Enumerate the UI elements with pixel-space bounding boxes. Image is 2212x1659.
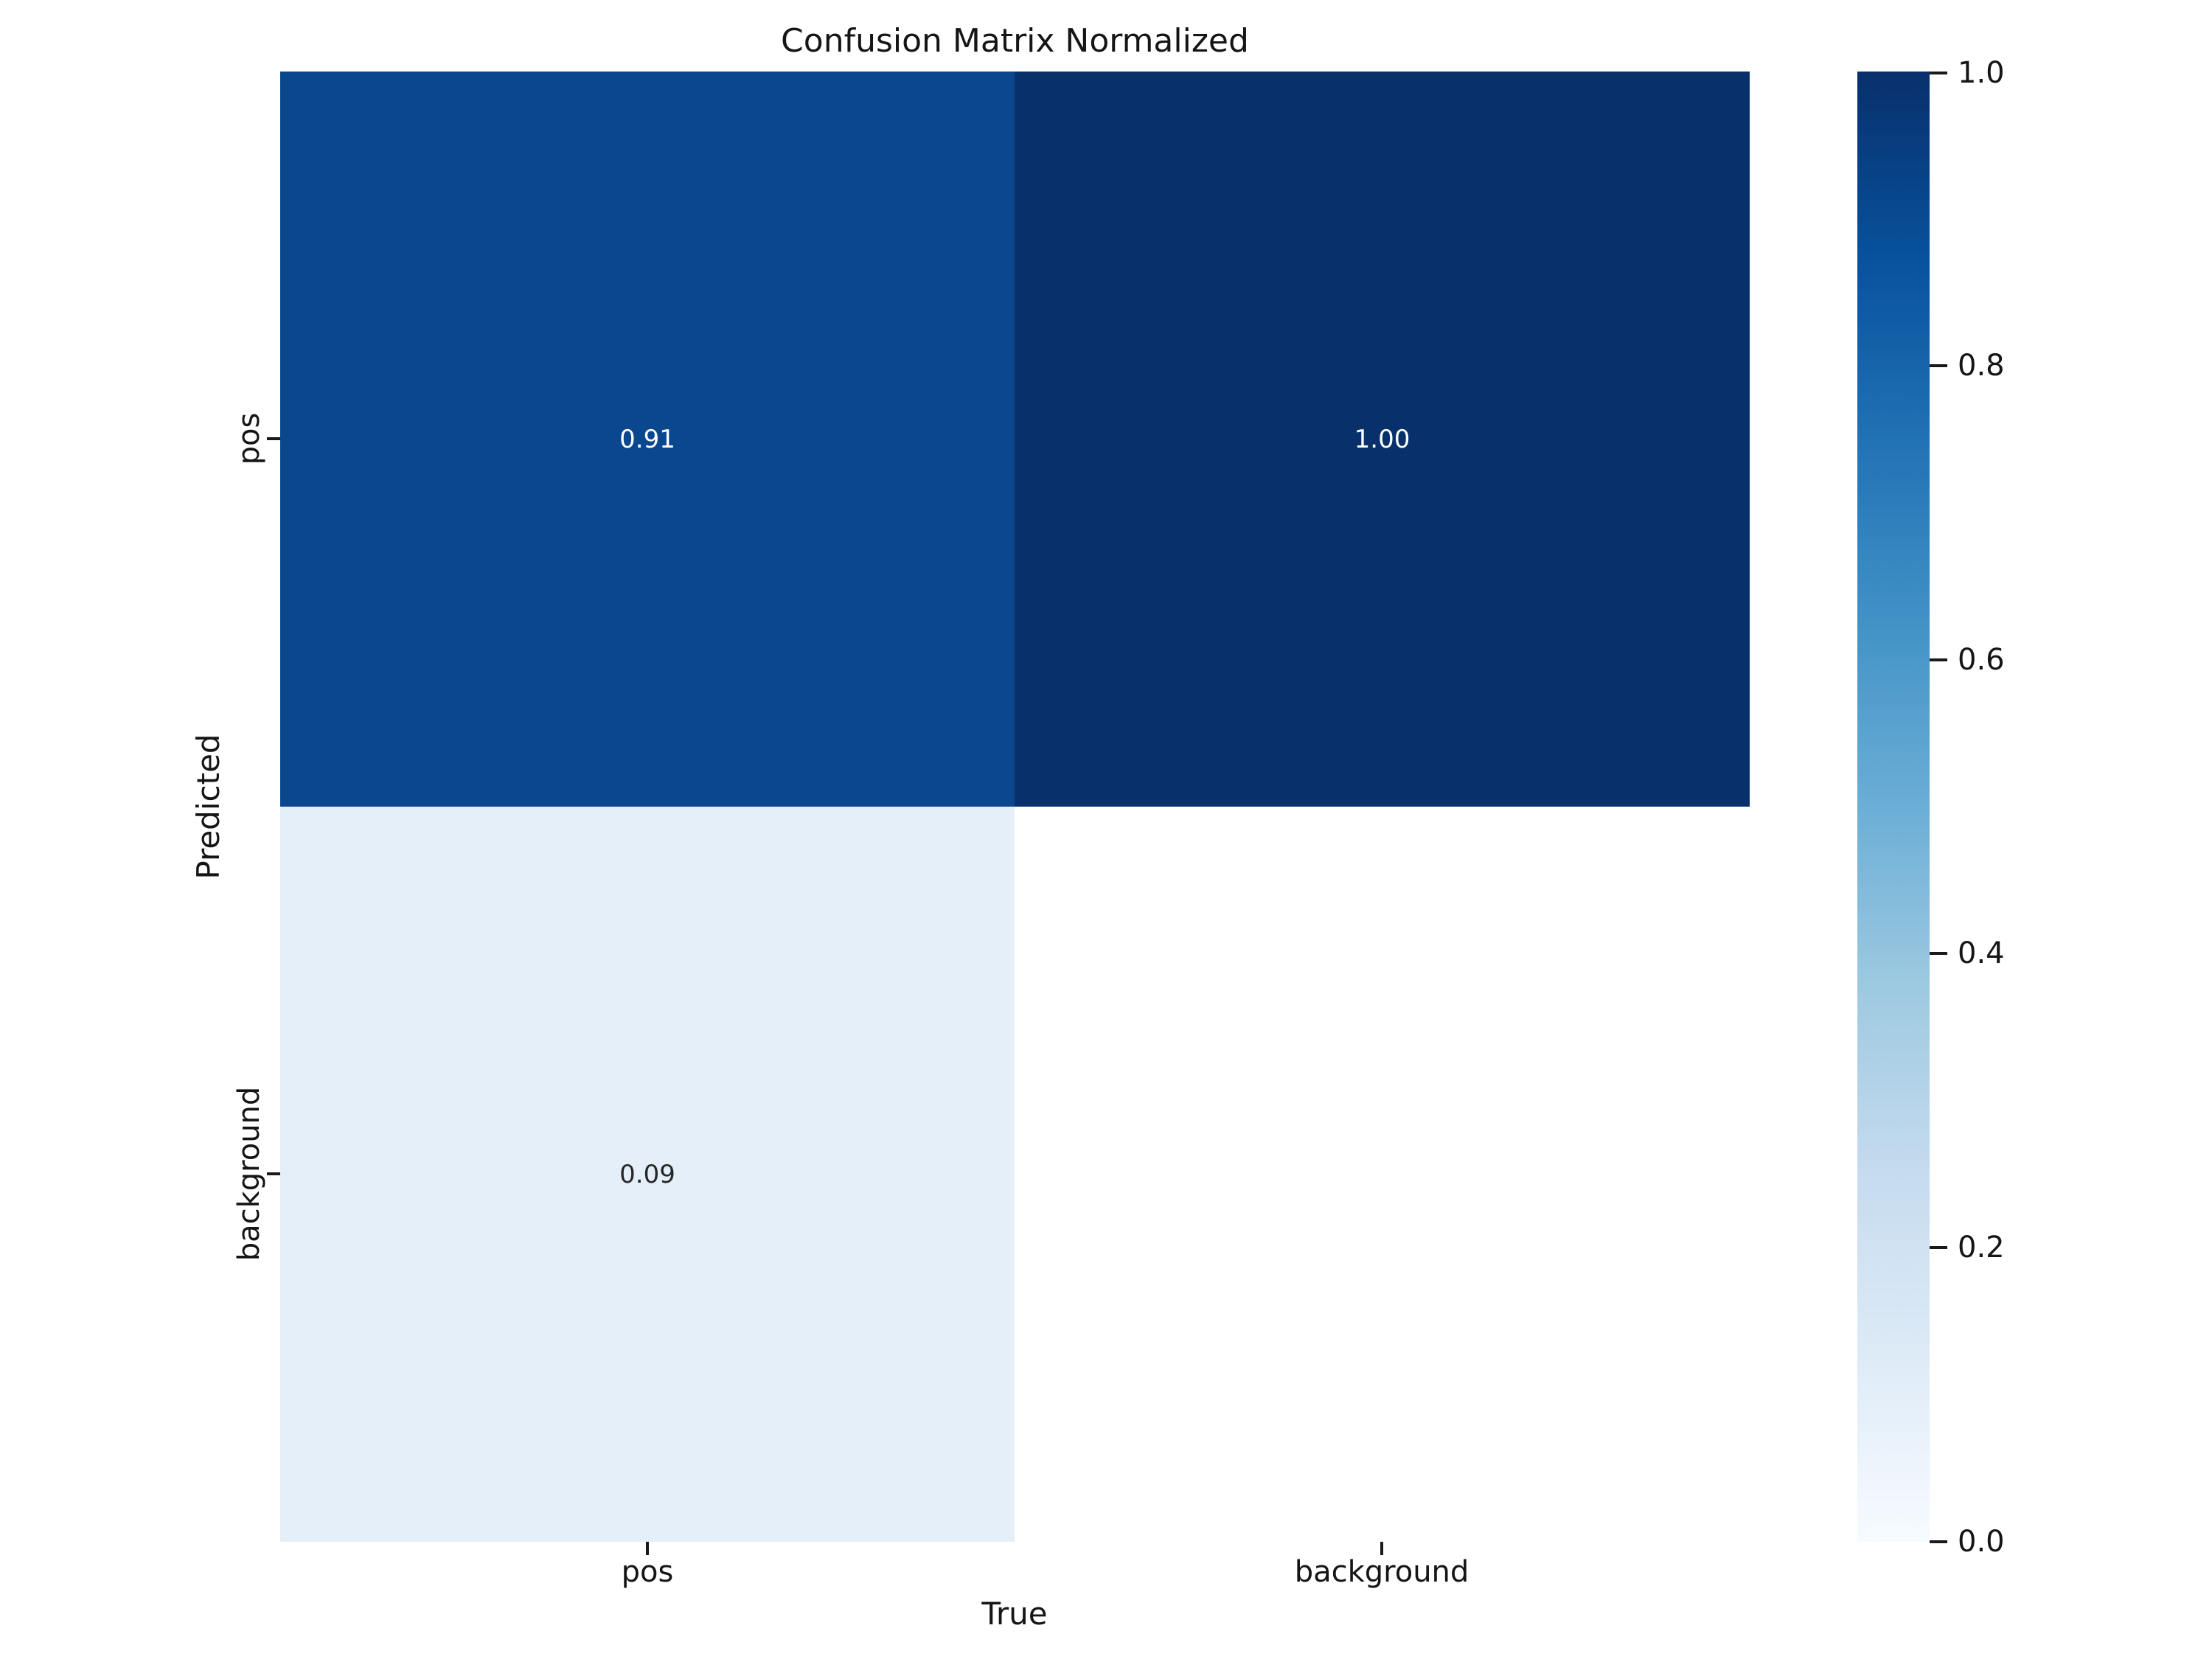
heatmap-cell-pos-pos: 0.91 <box>280 72 1015 807</box>
colorbar-tick-label: 0.2 <box>1958 1231 2005 1265</box>
x-tick-label-background: background <box>1294 1555 1470 1589</box>
x-axis-label: True <box>981 1596 1048 1632</box>
y-tick-mark <box>267 1172 280 1175</box>
y-axis-label: Predicted <box>190 734 226 880</box>
colorbar-tick-label: 0.4 <box>1958 936 2005 970</box>
colorbar-tick-mark <box>1930 952 1947 955</box>
heatmap-cell-pos-background: 1.00 <box>1015 72 1750 807</box>
y-tick-mark <box>267 437 280 440</box>
colorbar-tick-mark <box>1930 364 1947 367</box>
colorbar-tick-mark <box>1930 1246 1947 1249</box>
colorbar-tick-label: 0.6 <box>1958 643 2005 677</box>
y-tick-label-background: background <box>232 1086 266 1262</box>
cell-value: 0.09 <box>619 1159 675 1189</box>
colorbar-tick-mark <box>1930 658 1947 661</box>
colorbar-gradient <box>1857 72 1930 1542</box>
chart-title: Confusion Matrix Normalized <box>781 22 1249 60</box>
colorbar-tick-label: 1.0 <box>1958 56 2005 90</box>
y-tick-label-pos: pos <box>232 412 266 465</box>
cell-value: 1.00 <box>1354 424 1411 454</box>
x-tick-mark <box>646 1542 649 1555</box>
heatmap-cell-background-pos: 0.09 <box>280 807 1015 1542</box>
colorbar-tick-mark <box>1930 72 1947 74</box>
x-tick-mark <box>1380 1542 1383 1555</box>
cell-value: 0.91 <box>619 424 675 454</box>
colorbar-tick-label: 0.8 <box>1958 349 2005 383</box>
colorbar-tick-mark <box>1930 1540 1947 1543</box>
x-tick-label-pos: pos <box>621 1555 674 1589</box>
heatmap-cell-background-background <box>1015 807 1750 1542</box>
heatmap-plot-area: 0.91 1.00 0.09 <box>280 72 1750 1542</box>
colorbar-tick-label: 0.0 <box>1958 1525 2005 1559</box>
